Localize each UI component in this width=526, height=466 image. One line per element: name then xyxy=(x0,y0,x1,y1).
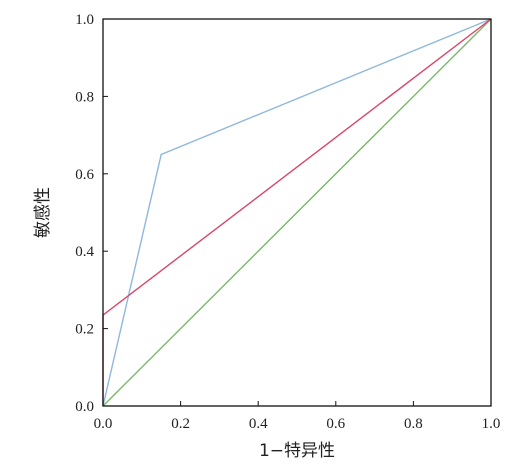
x-axis-label: 1−特异性 xyxy=(259,441,335,461)
series-line-1 xyxy=(102,18,492,407)
y-tick-label: 0.2 xyxy=(75,322,94,338)
series-line-3 xyxy=(102,18,492,407)
x-tick-label: 0.0 xyxy=(94,416,113,432)
x-tick-label: 0.2 xyxy=(171,416,190,432)
x-tick-label: 0.6 xyxy=(326,416,345,432)
y-tick-label: 0.0 xyxy=(75,399,94,415)
x-tick-label: 0.4 xyxy=(249,416,268,432)
y-tick-label: 0.4 xyxy=(75,244,94,260)
tick-layer: 0.0 0.2 0.4 0.6 0.8 1.0 0.0 0.2 0.4 0.6 0.8 1.0 xyxy=(75,12,500,432)
x-tick-label: 0.8 xyxy=(404,416,423,432)
x-tick-label: 1.0 xyxy=(482,416,501,432)
y-tick-label: 0.8 xyxy=(75,89,94,105)
y-tick-label: 1.0 xyxy=(75,12,94,28)
series-layer xyxy=(102,18,492,407)
y-axis-label: 敏感性 xyxy=(33,187,53,238)
plot-frame xyxy=(102,18,492,407)
y-tick-label: 0.6 xyxy=(75,167,94,183)
